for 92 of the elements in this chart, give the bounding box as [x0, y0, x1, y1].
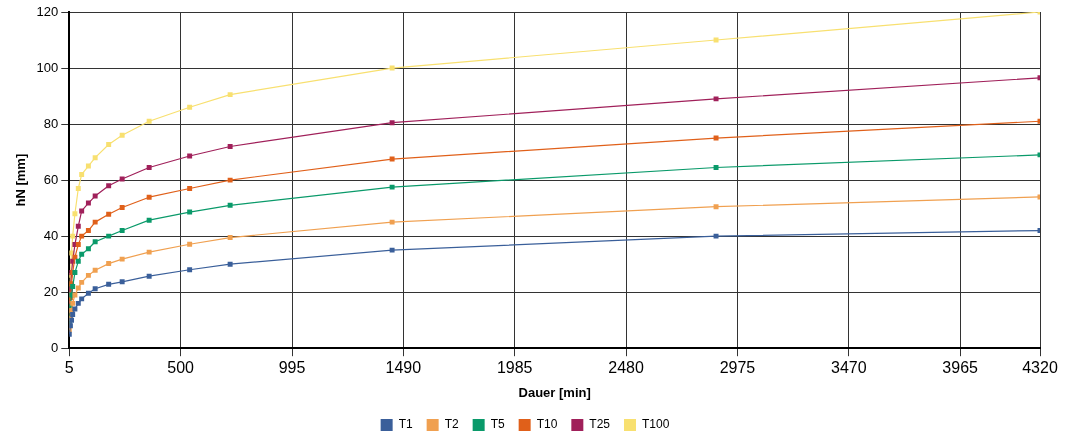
legend-label: T100 — [642, 417, 670, 432]
point — [79, 172, 85, 177]
x-tick-label: 5 — [64, 359, 74, 377]
y-tick-label: 100 — [36, 59, 59, 75]
point — [227, 202, 233, 208]
point — [75, 300, 81, 306]
point — [187, 209, 193, 215]
point — [92, 193, 98, 199]
point — [119, 279, 125, 285]
point — [389, 247, 395, 253]
point — [106, 281, 112, 287]
point — [92, 239, 98, 245]
x-tick-label: 2975 — [719, 359, 756, 377]
point — [70, 312, 76, 318]
point — [72, 254, 78, 260]
point — [72, 211, 78, 217]
point — [713, 204, 719, 210]
point — [187, 241, 193, 247]
point — [389, 219, 395, 225]
x-tick-label: 4320 — [1022, 359, 1058, 377]
x-tick-label: 500 — [167, 359, 195, 377]
point — [85, 200, 91, 206]
point — [75, 223, 81, 229]
point — [79, 208, 85, 214]
point — [119, 132, 125, 138]
y-tick-label: 40 — [43, 227, 59, 243]
point — [106, 261, 112, 267]
point — [713, 233, 719, 239]
point — [227, 177, 233, 183]
point — [389, 120, 395, 126]
point — [146, 165, 152, 170]
legend-label: T10 — [536, 417, 558, 432]
point — [146, 118, 152, 124]
y-axis-title: hN [mm] — [13, 153, 29, 207]
y-tick-label: 20 — [43, 283, 59, 299]
point — [92, 219, 98, 225]
legend-label: T2 — [444, 417, 459, 432]
point — [75, 186, 81, 191]
point — [79, 251, 85, 257]
y-tick-label: 120 — [36, 3, 59, 19]
point — [119, 256, 125, 262]
point — [713, 135, 719, 141]
x-tick-label: 3470 — [830, 359, 867, 377]
point — [85, 290, 91, 296]
x-tick-label: 2480 — [608, 359, 644, 377]
point — [85, 228, 91, 234]
x-tick-label: 3965 — [942, 359, 979, 377]
point — [85, 163, 91, 169]
x-axis-title: Dauer [min] — [518, 384, 591, 400]
point — [79, 296, 85, 302]
point — [227, 144, 233, 149]
point — [79, 279, 85, 285]
point — [92, 155, 98, 161]
point — [75, 285, 81, 291]
point — [106, 142, 112, 147]
point — [187, 267, 193, 273]
point — [92, 286, 98, 292]
point — [85, 246, 91, 252]
x-tick-label: 1985 — [496, 359, 533, 377]
legend-label: T25 — [589, 417, 611, 432]
point — [146, 217, 152, 223]
point — [119, 205, 125, 211]
point — [187, 104, 193, 110]
y-tick-label: 80 — [43, 115, 59, 131]
point — [389, 184, 395, 190]
point — [106, 183, 112, 189]
y-tick-label: 0 — [51, 339, 59, 355]
point — [389, 65, 395, 71]
legend-label: T1 — [398, 417, 413, 432]
point — [72, 292, 78, 298]
point — [713, 165, 719, 170]
point — [146, 249, 152, 255]
point — [227, 261, 233, 267]
point — [146, 273, 152, 279]
point — [70, 233, 76, 239]
point — [119, 228, 125, 234]
point — [713, 96, 719, 102]
point — [187, 186, 193, 191]
point — [106, 233, 112, 239]
y-tick-label: 60 — [43, 171, 59, 187]
point — [389, 156, 395, 162]
x-tick-label: 995 — [278, 359, 306, 377]
legend-label: T5 — [490, 417, 505, 432]
point — [227, 235, 233, 241]
point — [227, 92, 233, 98]
point — [92, 267, 98, 273]
point — [75, 258, 81, 264]
point — [85, 272, 91, 278]
point — [79, 233, 85, 239]
point — [106, 211, 112, 217]
x-tick-label: 1490 — [385, 359, 422, 377]
point — [146, 194, 152, 200]
